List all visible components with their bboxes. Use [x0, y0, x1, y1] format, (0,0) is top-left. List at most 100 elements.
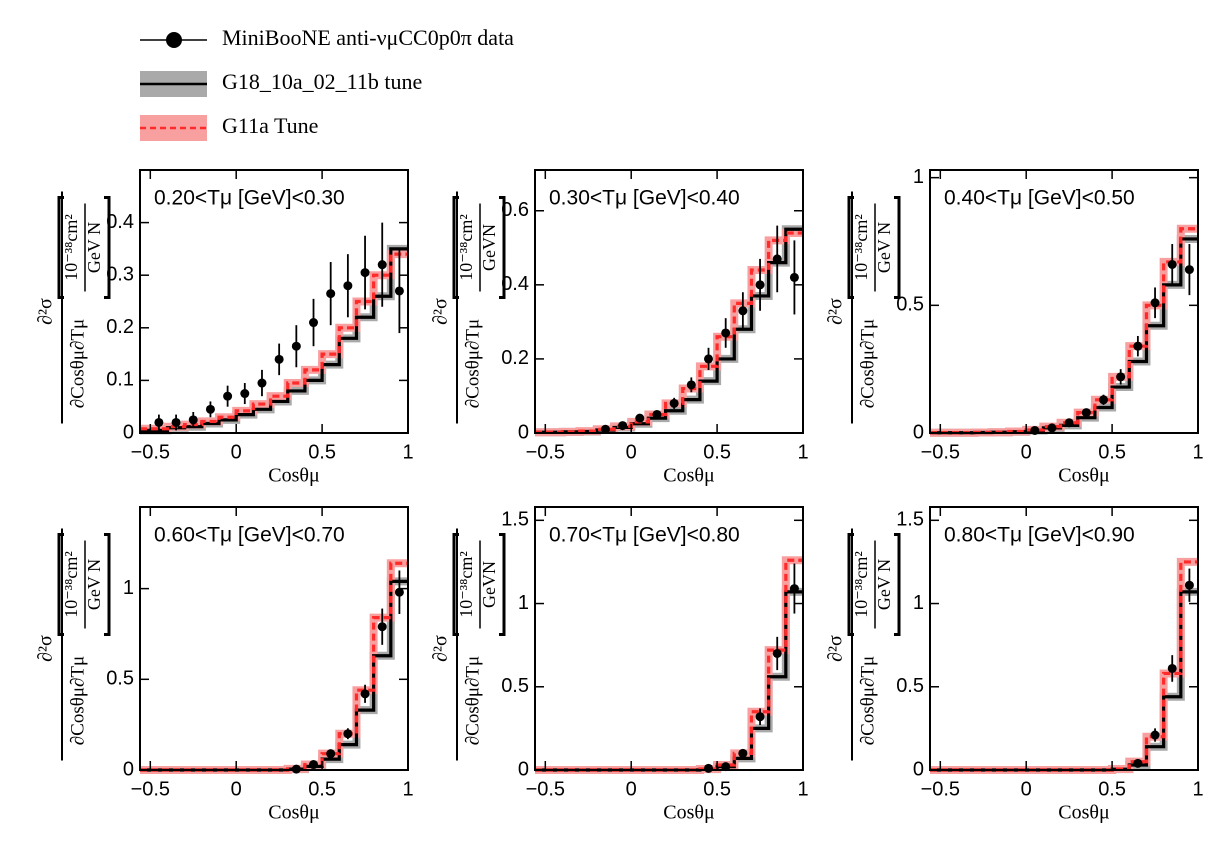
data-point [1167, 259, 1177, 269]
x-axis-label: Cosθμ [268, 465, 319, 487]
y-tick-label: 1.5 [896, 509, 924, 531]
data-point [377, 622, 387, 632]
x-axis-label: Cosθμ [268, 802, 319, 824]
data-point [1081, 408, 1091, 418]
uncertainty-band [930, 557, 1198, 774]
data-point [291, 341, 301, 351]
panel: −0.5 0 0.5 100.511.50.80<Tμ [GeV]<0.90Cosθμ… [825, 506, 1204, 824]
data-point [343, 281, 353, 291]
panel: −0.5 0 0.5 100.10.20.30.40.20<Tμ [GeV]<0.30… [35, 169, 414, 487]
data-point [600, 424, 610, 434]
data-point [1150, 730, 1160, 740]
step-line [930, 237, 1198, 435]
data-point [223, 391, 233, 401]
data-point [704, 763, 714, 773]
legend-label: G11a Tune [222, 113, 318, 138]
x-tick-label: 0 [626, 441, 637, 463]
data-point [1150, 298, 1160, 308]
y-label-numerator: ∂²σ [430, 635, 452, 662]
data-point [1116, 372, 1126, 382]
y-tick-label: 1 [123, 577, 134, 599]
data-point [309, 318, 319, 328]
step-line [140, 561, 408, 772]
y-tick-label: 1 [913, 592, 924, 614]
bracket [847, 196, 901, 299]
x-tick-label: −0.5 [526, 778, 565, 800]
step-line [930, 227, 1198, 435]
data-point [360, 689, 370, 699]
y-tick-label: 0.1 [106, 369, 134, 391]
data-point [1167, 663, 1177, 673]
data-point [772, 254, 782, 264]
step-line [140, 579, 408, 772]
x-axis-label: Cosθμ [663, 465, 714, 487]
y-tick-label: 0.2 [106, 316, 134, 338]
data-point [240, 389, 250, 399]
x-tick-label: 0.5 [703, 778, 731, 800]
data-point [789, 272, 799, 282]
step-line [535, 590, 803, 772]
x-axis-label: Cosθμ [663, 802, 714, 824]
y-tick-label: 1 [518, 592, 529, 614]
data-point [721, 762, 731, 772]
data-point [360, 268, 370, 278]
y-label-denominator: ∂Cosθμ∂Tμ [857, 656, 878, 745]
panel-title: 0.40<Tμ [GeV]<0.50 [944, 187, 1135, 210]
x-tick-label: 1 [797, 441, 808, 463]
data-point [721, 328, 731, 338]
x-axis-label: Cosθμ [1058, 802, 1109, 824]
panel: −0.5 0 0.5 100.511.50.70<Tμ [GeV]<0.80Cosθμ… [430, 506, 809, 824]
plot-frame [534, 506, 804, 771]
y-label-numerator: ∂²σ [35, 298, 57, 325]
y-tick-label: 0.4 [106, 211, 134, 233]
x-tick-label: 1 [402, 441, 413, 463]
data-point [704, 354, 714, 364]
plot-frame [139, 169, 409, 434]
data-point [1184, 580, 1194, 590]
legend-label: G18_10a_02_11b tune [222, 69, 422, 94]
data-point [1133, 341, 1143, 351]
x-tick-label: 0.5 [308, 441, 336, 463]
y-tick-label: 0.5 [501, 675, 529, 697]
y-tick-label: 0 [123, 758, 134, 780]
y-axis-label: ∂²σ ∂Cosθμ∂Tμ 10⁻³⁸cm² GeVN [430, 191, 506, 424]
bracket [57, 196, 111, 299]
panel: −0.5 0 0.5 100.510.40<Tμ [GeV]<0.50Cosθμ∂²σ… [825, 166, 1204, 487]
x-tick-label: 0 [231, 441, 242, 463]
uncertainty-band [930, 234, 1198, 437]
y-label-unit-denominator: GeV N [84, 559, 104, 610]
data-point [394, 286, 404, 296]
uncertainty-band [930, 224, 1198, 437]
y-label-denominator: ∂Cosθμ∂Tμ [67, 319, 88, 408]
data-point [154, 417, 164, 427]
data-point [755, 280, 765, 290]
data-point [1184, 265, 1194, 275]
data-point [205, 404, 215, 414]
x-tick-label: 0 [231, 778, 242, 800]
y-axis-label: ∂²σ ∂Cosθμ∂Tμ 10⁻³⁸cm² GeV N [35, 191, 111, 424]
data-point [394, 587, 404, 597]
data-point [171, 417, 181, 427]
legend-label: MiniBooNE anti-νμCC0p0π data [222, 25, 514, 50]
step-line [140, 247, 408, 432]
panel: −0.5 0 0.5 100.20.40.60.30<Tμ [GeV]<0.40Cos… [430, 169, 809, 487]
y-label-denominator: ∂Cosθμ∂Tμ [67, 656, 88, 745]
x-tick-label: −0.5 [526, 441, 565, 463]
y-tick-label: 0.2 [501, 347, 529, 369]
y-label-unit-numerator: 10⁻³⁸cm² [456, 214, 476, 281]
bracket [847, 533, 901, 636]
x-tick-label: 0.5 [1098, 778, 1126, 800]
data-point [257, 378, 267, 388]
y-tick-label: 1 [913, 166, 924, 188]
uncertainty-band [535, 587, 803, 774]
data-point [772, 648, 782, 658]
data-point [789, 584, 799, 594]
plot-frame [534, 169, 804, 434]
x-tick-label: 1 [1192, 778, 1203, 800]
y-label-denominator: ∂Cosθμ∂Tμ [857, 319, 878, 408]
y-tick-label: 0.6 [501, 199, 529, 221]
data-point [618, 421, 628, 431]
bracket [452, 196, 506, 299]
panel: −0.5 0 0.5 100.510.60<Tμ [GeV]<0.70Cosθμ∂²σ… [35, 506, 414, 824]
y-tick-label: 0.4 [501, 273, 529, 295]
